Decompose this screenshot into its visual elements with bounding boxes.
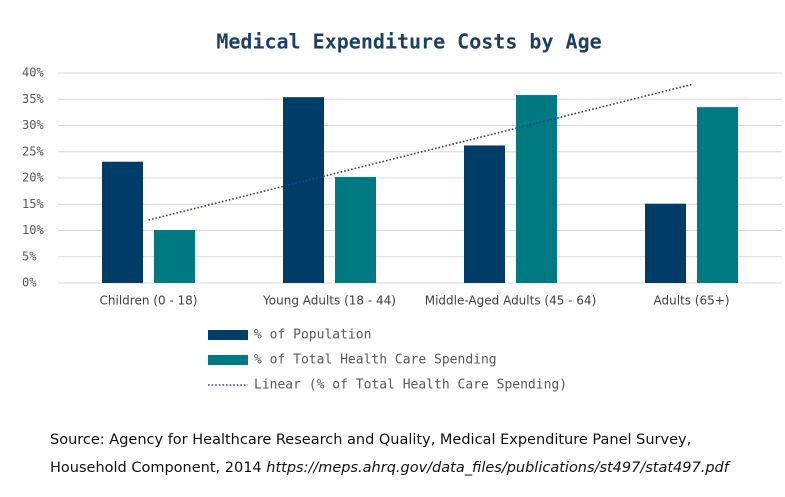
legend-swatch [208,330,248,340]
bar [154,229,195,283]
bar [645,203,686,283]
bar [697,107,738,283]
source-link: https://meps.ahrq.gov/data_files/publica… [266,460,729,476]
legend-label: % of Total Health Care Spending [254,353,497,368]
y-tick-label: 5% [22,249,37,263]
y-tick-label: 30% [22,118,44,132]
chart: Medical Expenditure Costs by Age 0% 5% 10%… [22,30,782,393]
y-tick-label: 0% [22,276,37,290]
legend-label: Linear (% of Total Health Care Spending) [254,378,567,393]
y-tick-label: 25% [22,144,44,158]
x-tick-label: Young Adults (18 - 44) [262,294,396,308]
y-tick-label: 35% [22,92,44,106]
source-note: Source: Agency for Healthcare Research a… [50,426,750,482]
source-text: Source: Agency for Healthcare Research a… [50,432,692,476]
y-tick-label: 40% [22,66,44,80]
legend-swatch [208,355,248,365]
legend-label: % of Population [254,328,371,343]
y-tick-label: 10% [22,223,44,237]
y-tick-label: 20% [22,171,44,185]
x-tick-label: Middle-Aged Adults (45 - 64) [425,294,597,308]
x-tick-label: Children (0 - 18) [100,294,198,308]
x-tick-label: Adults (65+) [653,294,729,308]
bar [464,145,505,283]
chart-title: Medical Expenditure Costs by Age [216,30,601,54]
bar [283,97,324,284]
trend-line [148,83,692,221]
y-tick-label: 15% [22,197,44,211]
bar [335,176,376,283]
bar [102,161,143,283]
